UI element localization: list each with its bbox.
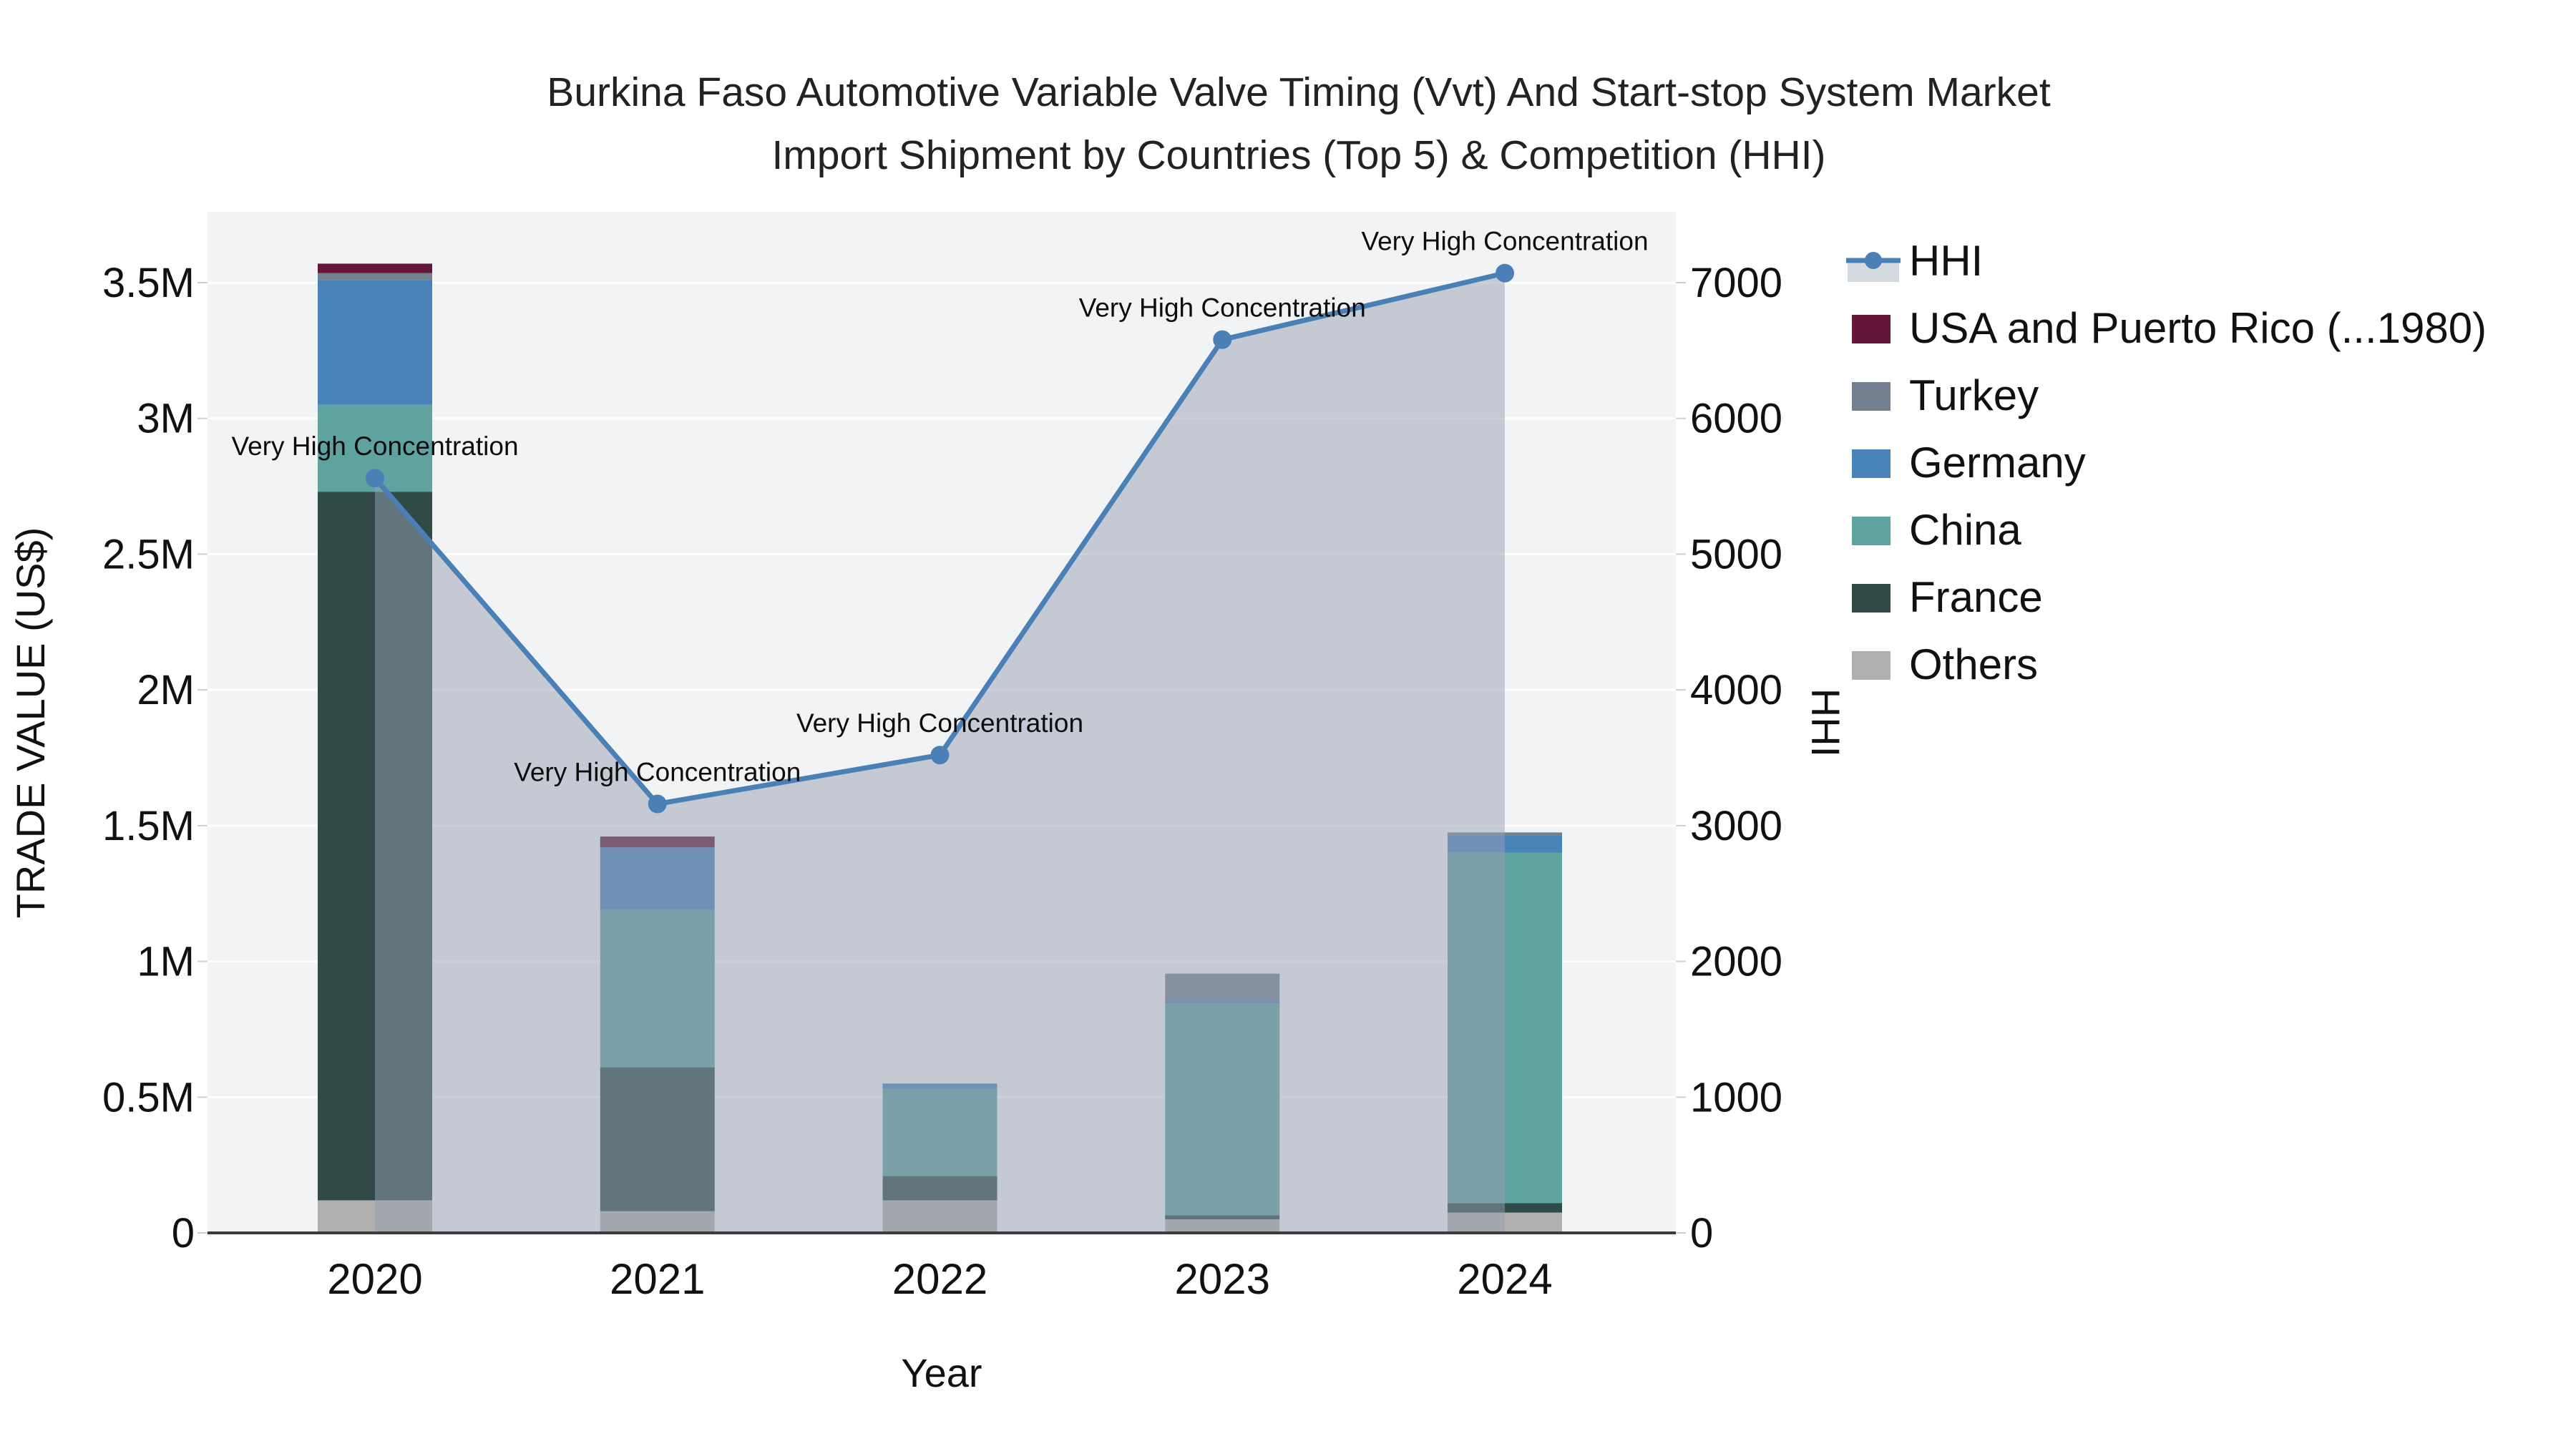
y-right-tick-label: 6000	[1690, 396, 1782, 442]
x-axis-labels: 2020 2021 2022 2023 2024	[327, 1255, 1552, 1303]
legend-item-germany[interactable]: Germany	[1852, 439, 2086, 487]
y-left-tick-label: 3.5M	[102, 260, 195, 306]
chart-title-line2: Import Shipment by Countries (Top 5) & C…	[771, 132, 1825, 178]
annotations: Very High Concentration Very High Concent…	[231, 227, 1648, 787]
annotation-2024: Very High Concentration	[1361, 227, 1648, 256]
legend-item-label: Turkey	[1909, 371, 2039, 419]
legend-color-swatch	[1852, 517, 1890, 545]
x-tick-label-2023: 2023	[1175, 1255, 1270, 1303]
y-axis-right-labels: 0 1000 2000 3000 4000 5000 6000 7000	[1690, 260, 1782, 1257]
x-tick-label-2021: 2021	[610, 1255, 705, 1303]
legend-item-label: France	[1909, 573, 2043, 621]
legend-item-label: Others	[1909, 640, 2038, 688]
hhi-line	[366, 263, 1514, 814]
bar-segment-turkey-2020[interactable]	[318, 273, 432, 280]
annotation-2023: Very High Concentration	[1079, 293, 1366, 323]
legend-item-label: USA and Puerto Rico (...1980)	[1909, 304, 2487, 352]
legend-color-swatch	[1852, 382, 1890, 411]
hhi-point-2024[interactable]	[1496, 263, 1514, 283]
y-right-tick-label: 2000	[1690, 939, 1782, 985]
y-left-tick-label: 2.5M	[102, 531, 195, 577]
chart-title-line1: Burkina Faso Automotive Variable Valve T…	[547, 69, 2051, 115]
y-left-tick-label: 0	[172, 1210, 195, 1257]
x-tick-label-2022: 2022	[892, 1255, 987, 1303]
axis-tick-marks	[197, 282, 1686, 1234]
y-left-tick-label: 3M	[137, 396, 195, 442]
legend-color-swatch	[1852, 651, 1890, 680]
y-right-tick-label: 0	[1690, 1210, 1713, 1257]
y-right-tick-label: 1000	[1690, 1074, 1782, 1121]
legend-color-swatch	[1852, 449, 1890, 478]
legend-item-others[interactable]: Others	[1852, 640, 2038, 688]
y-left-axis-title: TRADE VALUE (US$)	[8, 527, 53, 919]
y-right-tick-label: 7000	[1690, 260, 1782, 306]
legend-hhi-marker-icon	[1865, 252, 1882, 269]
y-axis-left-labels: 0 0.5M 1M 1.5M 2M 2.5M 3M 3.5M	[102, 260, 195, 1257]
x-tick-label-2020: 2020	[327, 1255, 422, 1303]
legend-item-label: China	[1909, 506, 2021, 554]
legend-item-china[interactable]: China	[1852, 506, 2021, 554]
legend-color-swatch	[1852, 315, 1890, 343]
annotation-2020: Very High Concentration	[231, 431, 518, 461]
y-right-tick-label: 3000	[1690, 803, 1782, 849]
bar-segment-germany-2020[interactable]	[318, 280, 432, 405]
legend-item-france[interactable]: France	[1852, 573, 2043, 621]
bar-segment-usa-and-puerto-rico--2020[interactable]	[318, 263, 432, 273]
hhi-point-2021[interactable]	[648, 794, 667, 814]
y-right-tick-label: 4000	[1690, 667, 1782, 713]
hhi-point-2020[interactable]	[366, 469, 384, 488]
hhi-point-2023[interactable]	[1213, 330, 1232, 349]
legend: HHI USA and Puerto Rico (...1980) Turkey Ge…	[1846, 237, 2487, 688]
legend-item-usa-and-puerto-rico-[interactable]: USA and Puerto Rico (...1980)	[1852, 304, 2487, 352]
y-left-tick-label: 1M	[137, 939, 195, 985]
y-left-tick-label: 2M	[137, 667, 195, 713]
annotation-2021: Very High Concentration	[514, 758, 801, 787]
hhi-area-fill	[375, 273, 1505, 1234]
annotation-2022: Very High Concentration	[796, 708, 1083, 738]
hhi-area	[375, 273, 1505, 1234]
x-tick-label-2024: 2024	[1457, 1255, 1552, 1303]
y-left-tick-label: 1.5M	[102, 803, 195, 849]
legend-item-turkey[interactable]: Turkey	[1852, 371, 2039, 419]
y-right-axis-title: HHI	[1803, 688, 1848, 757]
x-axis-title: Year	[901, 1350, 982, 1395]
legend-item-label: Germany	[1909, 439, 2086, 487]
legend-item-label: HHI	[1909, 237, 1983, 285]
legend-color-swatch	[1852, 584, 1890, 613]
hhi-point-2022[interactable]	[930, 746, 950, 765]
y-right-tick-label: 5000	[1690, 531, 1782, 577]
legend-item-hhi[interactable]: HHI	[1846, 237, 1983, 285]
y-left-tick-label: 0.5M	[102, 1074, 195, 1121]
